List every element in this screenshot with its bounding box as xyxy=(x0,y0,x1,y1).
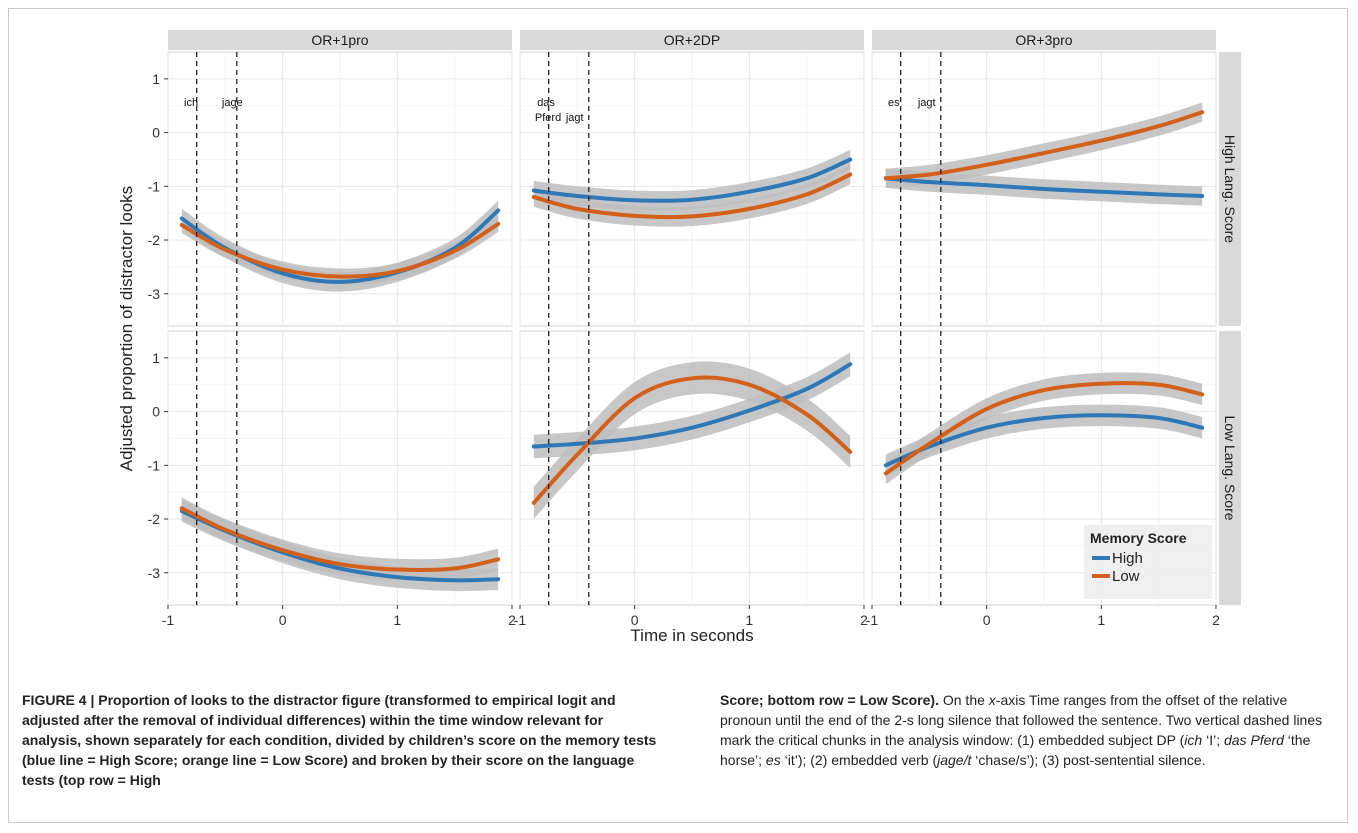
facet-label: OR+2DP xyxy=(664,32,720,48)
series-line-low xyxy=(531,375,853,505)
x-tick-label: -1 xyxy=(162,612,175,628)
confidence-band-low xyxy=(885,102,1203,188)
series-line-low xyxy=(883,110,1205,181)
chunk-label: es xyxy=(888,97,900,109)
caption-bold-text: FIGURE 4 | Proportion of looks to the di… xyxy=(22,692,657,788)
x-tick-label: -1 xyxy=(866,612,879,628)
chunk-label: ich xyxy=(184,97,198,109)
y-tick-label: 0 xyxy=(152,404,160,420)
legend-label: Low xyxy=(1112,568,1140,585)
confidence-band-high xyxy=(885,404,1203,477)
series-line-high xyxy=(531,362,853,449)
facet-row-label: High Lang. Score xyxy=(1222,135,1238,243)
series-line-low xyxy=(179,221,501,279)
chunk-label: Pferd xyxy=(535,112,561,124)
x-tick-label: 0 xyxy=(279,612,287,628)
x-axis-title: Time in seconds xyxy=(630,626,753,645)
y-tick-label: 0 xyxy=(152,125,160,141)
x-tick-label: 1 xyxy=(393,612,401,628)
facet-strip xyxy=(168,30,512,50)
chunk-label: jagt xyxy=(917,97,936,109)
caption-italic: es xyxy=(765,752,781,768)
caption-text: ‘I’; xyxy=(1202,732,1224,748)
caption-text: On the xyxy=(938,692,989,708)
figure-frame xyxy=(8,8,1348,823)
caption-italic: x xyxy=(988,692,996,708)
y-tick-label: -3 xyxy=(148,565,161,581)
facet-strip xyxy=(520,30,864,50)
confidence-band-low xyxy=(533,164,851,227)
confidence-band-low xyxy=(181,497,499,581)
facet-label: OR+3pro xyxy=(1015,32,1072,48)
series-line-high xyxy=(531,157,853,203)
chunk-label: jagt xyxy=(565,112,584,124)
facet-label: OR+1pro xyxy=(311,32,368,48)
x-tick-label: 2 xyxy=(508,612,516,628)
facet-strip xyxy=(1219,331,1241,605)
caption-text: -axis Time ranges from the offset of the… xyxy=(720,692,1323,748)
figure-caption-right: Score; bottom row = Low Score). On the x… xyxy=(720,690,1330,770)
y-tick-label: -2 xyxy=(148,511,161,527)
y-tick-label: -2 xyxy=(148,232,161,248)
caption-italic: ich xyxy=(1184,732,1203,748)
chunk-label: jage xyxy=(221,97,243,109)
x-tick-label: 2 xyxy=(1212,612,1220,628)
facet-row-label: Low Lang. Score xyxy=(1222,415,1238,520)
legend-label: High xyxy=(1112,550,1143,567)
caption-text: ‘the horse’; xyxy=(720,732,1311,768)
caption-text: ‘it’); (2) embedded verb ( xyxy=(780,752,938,768)
y-tick-label: 1 xyxy=(152,71,160,87)
y-tick-label: -1 xyxy=(148,178,161,194)
faceted-line-chart: OR+1pro OR+2DP OR+3pro High Lang. Score Low … xyxy=(117,30,1241,645)
legend-box xyxy=(1084,525,1212,599)
confidence-band-low xyxy=(533,361,851,519)
caption-italic: jage/t xyxy=(937,752,972,768)
x-tick-label: 1 xyxy=(745,612,753,628)
series-line-high xyxy=(883,413,1205,468)
x-tick-label: -1 xyxy=(514,612,527,628)
figure-caption-left: FIGURE 4 | Proportion of looks to the di… xyxy=(22,690,662,790)
caption-italic: das Pferd xyxy=(1223,732,1284,748)
facet-strip xyxy=(872,30,1216,50)
x-tick-label: 1 xyxy=(1097,612,1105,628)
x-tick-label: 0 xyxy=(631,612,639,628)
y-tick-label: 1 xyxy=(152,350,160,366)
x-tick-label: 0 xyxy=(983,612,991,628)
x-tick-label: 2 xyxy=(860,612,868,628)
caption-bold-continued: Score; bottom row = Low Score). xyxy=(720,692,939,708)
facet-strip xyxy=(1219,52,1241,326)
legend-title: Memory Score xyxy=(1090,530,1187,546)
series-line-high xyxy=(883,176,1205,198)
y-tick-label: -3 xyxy=(148,286,161,302)
caption-text: ‘chase/s’); (3) post-sentential silence. xyxy=(971,752,1206,768)
confidence-band-low xyxy=(885,372,1203,485)
series-line-low xyxy=(531,172,853,220)
series-line-low xyxy=(179,506,501,572)
series-line-low xyxy=(883,381,1205,476)
y-tick-label: -1 xyxy=(148,457,161,473)
chunk-label: das xyxy=(537,97,555,109)
y-axis-title: Adjusted proportion of distractor looks xyxy=(117,186,136,471)
